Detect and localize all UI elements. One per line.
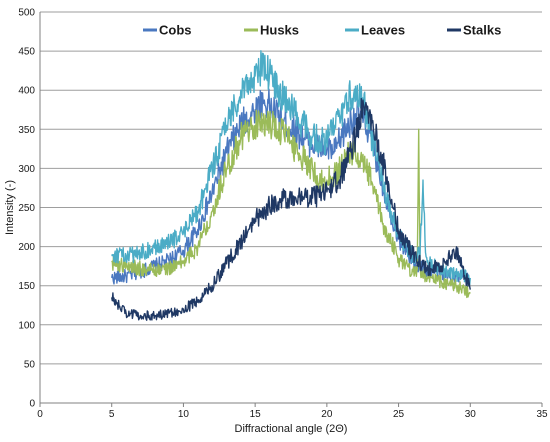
axes [39,12,543,407]
legend-label-cobs: Cobs [159,23,192,38]
y-tick-label: 400 [18,86,35,97]
y-tick-label: 200 [18,242,35,253]
y-tick-label: 50 [24,359,36,370]
x-tick-label: 5 [109,409,115,420]
y-tick-label: 500 [18,8,35,19]
y-tick-label: 350 [18,125,35,136]
x-tick-label: 20 [321,409,333,420]
y-tick-label: 150 [18,281,35,292]
x-tick-label: 35 [536,409,548,420]
x-tick-label: 10 [178,409,190,420]
y-tick-label: 250 [18,203,35,214]
x-tick-label: 25 [393,409,405,420]
x-axis-title: Diffractional angle (2Θ) [235,423,348,435]
gridlines [40,11,542,365]
series-line-husks [111,109,471,299]
x-tick-label: 15 [250,409,262,420]
x-tick-label: 30 [465,409,477,420]
legend-label-husks: Husks [260,23,299,38]
legend: Cobs Husks Leaves Stalks [143,23,501,38]
series-line-leaves [111,50,471,286]
y-tick-label: 0 [29,399,35,410]
x-tick-label: 0 [37,409,43,420]
series-lines [111,50,471,321]
legend-label-leaves: Leaves [361,23,405,38]
y-tick-label: 300 [18,164,35,175]
legend-label-stalks: Stalks [463,23,501,38]
series-line-stalks [111,97,471,321]
y-tick-label: 100 [18,320,35,331]
tick-labels: 0 50 100 150 200 250 300 350 400 450 500 0 5 10 15 20 25… [18,8,548,421]
y-axis-title: Intensity (-) [4,180,16,235]
y-tick-label: 450 [18,47,35,58]
